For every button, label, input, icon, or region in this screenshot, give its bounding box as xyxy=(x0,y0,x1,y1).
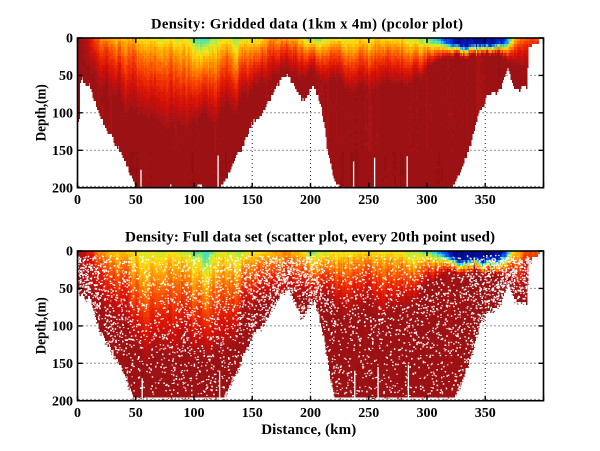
svg-text:100: 100 xyxy=(184,193,205,208)
svg-text:300: 300 xyxy=(417,193,438,208)
svg-text:150: 150 xyxy=(52,357,73,372)
svg-text:Distance, (km): Distance, (km) xyxy=(261,422,356,438)
svg-text:200: 200 xyxy=(300,406,321,421)
svg-text:200: 200 xyxy=(52,181,73,196)
svg-text:Depth,(m): Depth,(m) xyxy=(34,297,50,354)
svg-text:250: 250 xyxy=(358,193,379,208)
svg-text:200: 200 xyxy=(52,394,73,409)
svg-text:350: 350 xyxy=(475,406,496,421)
svg-text:50: 50 xyxy=(59,282,73,297)
svg-text:50: 50 xyxy=(129,406,143,421)
svg-text:300: 300 xyxy=(417,406,438,421)
svg-text:0: 0 xyxy=(66,32,73,47)
svg-text:150: 150 xyxy=(242,193,263,208)
svg-text:100: 100 xyxy=(52,320,73,335)
svg-text:Density: Gridded data (1km x 4: Density: Gridded data (1km x 4m) (pcolor… xyxy=(151,17,463,33)
svg-text:50: 50 xyxy=(59,69,73,84)
svg-text:0: 0 xyxy=(66,245,73,260)
svg-text:100: 100 xyxy=(52,106,73,121)
svg-text:Depth,(m): Depth,(m) xyxy=(34,84,50,141)
svg-text:50: 50 xyxy=(129,193,143,208)
svg-text:250: 250 xyxy=(358,406,379,421)
svg-text:350: 350 xyxy=(475,193,496,208)
svg-text:200: 200 xyxy=(300,193,321,208)
svg-text:0: 0 xyxy=(74,193,81,208)
svg-text:100: 100 xyxy=(184,406,205,421)
svg-text:150: 150 xyxy=(52,144,73,159)
svg-text:Density: Full data set (scatte: Density: Full data set (scatter plot, ev… xyxy=(125,230,495,246)
svg-text:150: 150 xyxy=(242,406,263,421)
svg-text:0: 0 xyxy=(74,406,81,421)
